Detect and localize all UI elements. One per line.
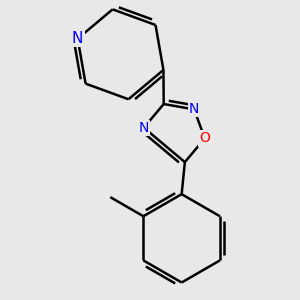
Text: N: N bbox=[72, 31, 83, 46]
Text: O: O bbox=[199, 131, 210, 146]
Text: N: N bbox=[139, 121, 149, 135]
Text: N: N bbox=[189, 102, 200, 116]
